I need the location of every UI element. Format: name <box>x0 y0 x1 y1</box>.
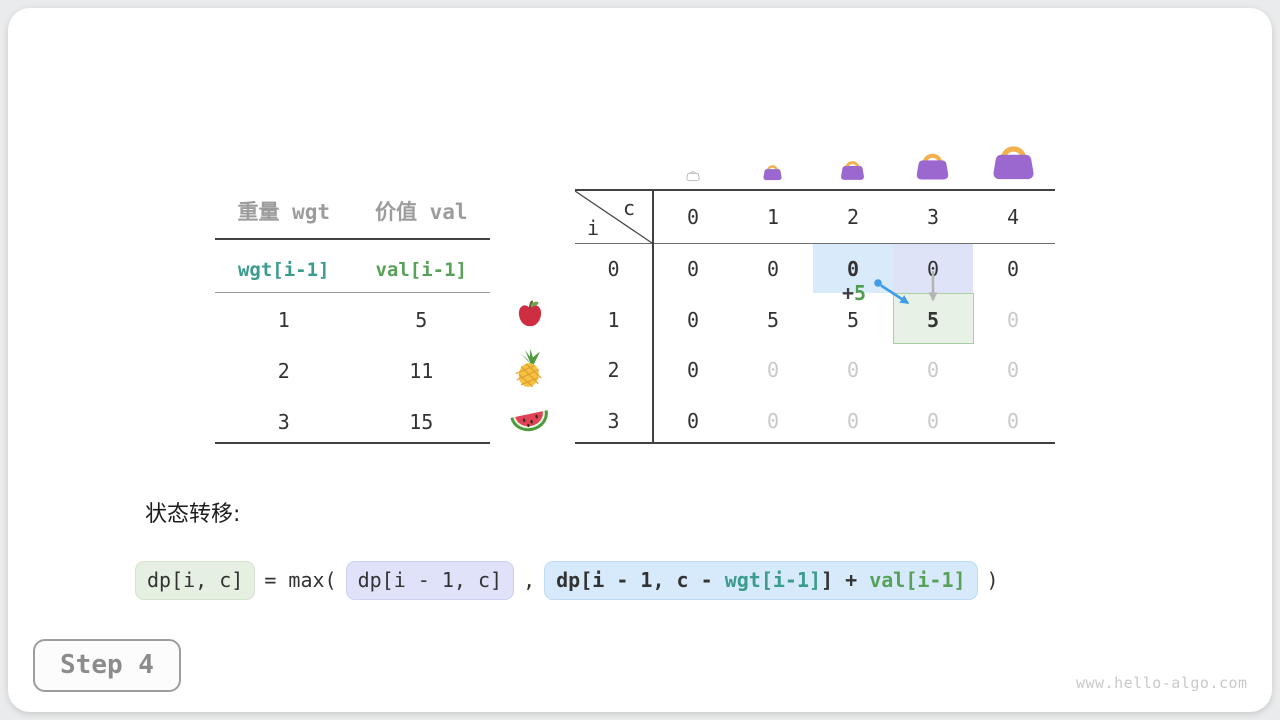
plus-value-annotation: +5 <box>842 281 866 305</box>
dp-cell-1-0: 0 <box>686 308 700 332</box>
corner-row-label: i <box>586 216 600 240</box>
dp-cell-1-2: 5 <box>846 308 860 332</box>
dp-cell-3-4: 0 <box>1006 409 1020 433</box>
items-table-index-row: wgt[i-1] val[i-1] <box>215 255 490 285</box>
dp-row-header-2: 2 <box>607 358 620 382</box>
step-badge: Step 4 <box>33 639 181 692</box>
item-row-1: 1 5 <box>215 305 490 335</box>
items-table-rule-mid <box>215 292 490 293</box>
watermelon-icon <box>510 410 548 432</box>
apple-icon <box>518 300 542 327</box>
arg2-mid: ] + <box>821 567 870 592</box>
dp-cell-2-2: 0 <box>846 358 860 382</box>
dp-col-header-4: 4 <box>1006 205 1020 229</box>
transition-arrows <box>874 271 938 305</box>
items-table-rule-top <box>215 238 490 240</box>
dp-row-header-0: 0 <box>607 257 620 281</box>
dp-cell-3-2: 0 <box>846 409 860 433</box>
handbag-outline-icon <box>686 171 700 181</box>
handbag-icon-xs <box>762 165 783 181</box>
dp-cell-2-0: 0 <box>686 358 700 382</box>
formula-eq-max: = max( <box>264 568 337 592</box>
dp-cell-0-0: 0 <box>686 257 700 281</box>
item1-value: 5 <box>415 308 428 332</box>
item2-value: 11 <box>409 359 434 383</box>
item3-weight: 3 <box>277 410 290 434</box>
dp-cell-2-1: 0 <box>766 358 780 382</box>
item-row-2: 2 11 <box>215 356 490 386</box>
arrow-origin-dot <box>874 279 882 287</box>
item3-value: 15 <box>409 410 434 434</box>
dp-col-header-0: 0 <box>686 205 700 229</box>
pineapple-icon <box>515 348 542 388</box>
dp-cell-0-3: 0 <box>926 257 940 281</box>
state-transition-formula: dp[i, c] = max( dp[i - 1, c] , dp[i - 1,… <box>135 560 999 600</box>
dp-cell-3-1: 0 <box>766 409 780 433</box>
dp-cell-3-0: 0 <box>686 409 700 433</box>
handbag-icon-lg <box>990 139 1037 181</box>
plus-sign: + <box>842 281 855 305</box>
handbag-icon-sm <box>839 161 866 181</box>
formula-comma: , <box>523 568 536 592</box>
item1-weight: 1 <box>277 308 290 332</box>
corner-col-label: c <box>622 196 636 220</box>
dp-cell-0-2: 0 <box>846 257 860 281</box>
dp-rule-bottom <box>575 442 1055 444</box>
plus-amount: 5 <box>854 281 867 305</box>
dp-cell-1-1: 5 <box>766 308 780 332</box>
dp-corner-diagonal <box>575 191 652 243</box>
item2-weight: 2 <box>277 359 290 383</box>
weight-header: 重量 wgt <box>237 200 331 224</box>
dp-col-header-3: 3 <box>926 205 940 229</box>
dp-cell-2-4: 0 <box>1006 358 1020 382</box>
dp-rule-vertical <box>652 189 654 444</box>
dp-cell-2-3: 0 <box>926 358 940 382</box>
value-header: 价值 val <box>374 200 468 224</box>
dp-row-header-3: 3 <box>607 409 620 433</box>
state-transition-heading: 状态转移: <box>145 502 241 527</box>
dp-rule-top <box>575 189 1055 191</box>
arg2-wgt-term: wgt[i-1] <box>724 567 822 592</box>
blue-transfer-arrow <box>880 284 910 305</box>
handbag-icon-md <box>914 148 951 181</box>
items-table-rule-bottom <box>215 442 490 444</box>
formula-close-paren: ) <box>986 568 999 592</box>
wgt-index-label: wgt[i-1] <box>237 259 330 281</box>
dp-col-header-1: 1 <box>766 205 780 229</box>
dp-cell-1-4: 0 <box>1006 308 1020 332</box>
dp-cell-3-3: 0 <box>926 409 940 433</box>
formula-arg2-chip: dp[i - 1, c - wgt[i-1]] + val[i-1] <box>544 560 978 600</box>
dp-col-header-2: 2 <box>846 205 860 229</box>
items-table-header: 重量 wgt 价值 val <box>215 197 490 227</box>
arg2-prefix: dp[i - 1, c - <box>556 567 725 592</box>
formula-lhs-chip: dp[i, c] <box>135 560 256 600</box>
formula-arg1-chip: dp[i - 1, c] <box>345 560 515 600</box>
watermark: www.hello-algo.com <box>1076 674 1248 692</box>
arg2-val-term: val[i-1] <box>869 567 966 592</box>
val-index-label: val[i-1] <box>375 259 467 281</box>
dp-cell-0-1: 0 <box>766 257 780 281</box>
item-row-3: 3 15 <box>215 407 490 437</box>
dp-cell-1-3: 5 <box>926 308 940 332</box>
dp-cell-0-4: 0 <box>1006 257 1020 281</box>
dp-row-header-1: 1 <box>607 308 620 332</box>
dp-rule-header <box>575 243 1055 244</box>
